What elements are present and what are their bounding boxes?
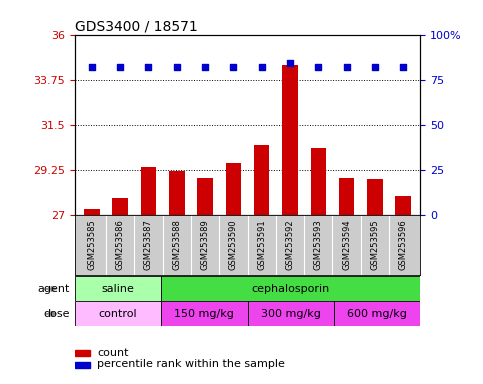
Bar: [113, 198, 128, 215]
Bar: [84, 209, 99, 215]
Text: GSM253585: GSM253585: [87, 219, 96, 270]
Bar: [75, 362, 90, 368]
Bar: [169, 171, 185, 215]
Text: saline: saline: [101, 284, 134, 294]
Text: cephalosporin: cephalosporin: [252, 284, 330, 294]
Point: [399, 64, 407, 70]
Text: percentile rank within the sample: percentile rank within the sample: [97, 359, 285, 369]
Text: control: control: [99, 309, 137, 319]
Bar: [226, 163, 241, 215]
Point: [286, 60, 294, 66]
Text: GSM253589: GSM253589: [200, 219, 210, 270]
Text: GSM253596: GSM253596: [399, 219, 408, 270]
Point: [371, 64, 379, 70]
Text: GSM253587: GSM253587: [144, 219, 153, 270]
Point: [343, 64, 351, 70]
Bar: [282, 65, 298, 215]
Bar: [254, 145, 270, 215]
Bar: [311, 148, 326, 215]
Bar: [334, 301, 420, 326]
Text: GSM253590: GSM253590: [229, 220, 238, 270]
Text: 600 mg/kg: 600 mg/kg: [347, 309, 407, 319]
Text: GSM253592: GSM253592: [285, 220, 295, 270]
Text: 300 mg/kg: 300 mg/kg: [261, 309, 321, 319]
Bar: [339, 178, 355, 215]
Text: 150 mg/kg: 150 mg/kg: [174, 309, 234, 319]
Bar: [396, 196, 411, 215]
Point: [116, 64, 124, 70]
Bar: [197, 178, 213, 215]
Bar: [247, 301, 334, 326]
Point: [258, 64, 266, 70]
Bar: [161, 301, 247, 326]
Text: GSM253586: GSM253586: [115, 219, 125, 270]
Point: [173, 64, 181, 70]
Point: [144, 64, 152, 70]
Text: count: count: [97, 348, 129, 358]
Text: dose: dose: [43, 309, 70, 319]
Bar: [161, 276, 420, 301]
Bar: [75, 301, 161, 326]
Text: GSM253588: GSM253588: [172, 219, 181, 270]
Point: [201, 64, 209, 70]
Bar: [75, 350, 90, 356]
Text: agent: agent: [38, 284, 70, 294]
Point: [229, 64, 237, 70]
Bar: [141, 167, 156, 215]
Point: [314, 64, 322, 70]
Text: GSM253591: GSM253591: [257, 220, 266, 270]
Text: GSM253593: GSM253593: [314, 219, 323, 270]
Text: GDS3400 / 18571: GDS3400 / 18571: [75, 20, 198, 33]
Text: GSM253595: GSM253595: [370, 220, 380, 270]
Text: GSM253594: GSM253594: [342, 220, 351, 270]
Bar: [75, 276, 161, 301]
Bar: [367, 179, 383, 215]
Point: [88, 64, 96, 70]
